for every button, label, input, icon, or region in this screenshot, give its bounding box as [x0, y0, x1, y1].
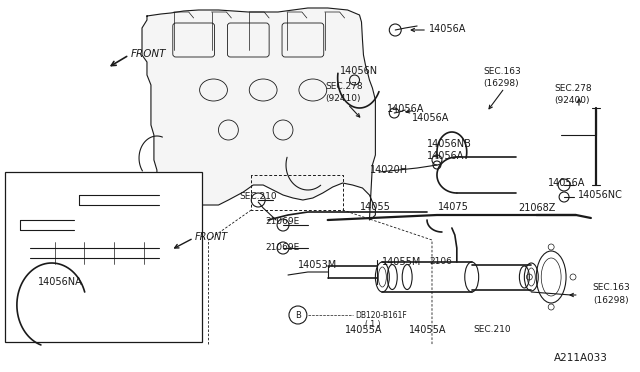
Text: DB120-B161F: DB120-B161F: [356, 311, 407, 320]
Text: 14055M: 14055M: [382, 257, 422, 267]
Text: SEC.278: SEC.278: [554, 83, 592, 93]
Text: (92410): (92410): [326, 93, 361, 103]
Text: 14053M: 14053M: [298, 260, 337, 270]
Text: 14056A: 14056A: [387, 104, 425, 114]
Text: SEC.210: SEC.210: [239, 192, 277, 201]
Text: 14055A: 14055A: [409, 325, 447, 335]
Text: 21069E: 21069E: [265, 243, 300, 251]
Text: 14056NC: 14056NC: [578, 190, 623, 200]
Polygon shape: [142, 8, 376, 220]
Text: FRONT: FRONT: [131, 49, 166, 59]
Text: SEC.210: SEC.210: [474, 326, 511, 334]
Text: SEC.278: SEC.278: [326, 81, 364, 90]
Text: (16298): (16298): [484, 78, 519, 87]
Text: 14056A: 14056A: [548, 178, 586, 188]
Text: FRONT: FRONT: [195, 232, 228, 242]
Text: 14055: 14055: [360, 202, 390, 212]
Text: (92400): (92400): [554, 96, 589, 105]
Text: 2106: 2106: [429, 257, 452, 266]
Text: SEC.163: SEC.163: [484, 67, 522, 76]
Text: 21069E: 21069E: [265, 217, 300, 225]
Text: 14056A: 14056A: [429, 24, 467, 34]
Text: 21068Z: 21068Z: [518, 203, 556, 213]
Text: 14056A: 14056A: [427, 151, 465, 161]
Text: 14056N: 14056N: [340, 66, 378, 76]
Text: 14056NB: 14056NB: [427, 139, 472, 149]
Text: (16298): (16298): [593, 295, 628, 305]
Bar: [5, 172, 202, 342]
Text: ( 1 ): ( 1 ): [365, 321, 381, 330]
Text: 14056A: 14056A: [412, 113, 449, 123]
Text: B: B: [295, 311, 301, 320]
Text: 14056NA: 14056NA: [38, 277, 83, 287]
Text: 14075: 14075: [438, 202, 469, 212]
Text: 14055A: 14055A: [344, 325, 382, 335]
Text: SEC.163: SEC.163: [593, 283, 630, 292]
Text: 14020H: 14020H: [371, 165, 408, 175]
Text: A211A033: A211A033: [554, 353, 608, 363]
